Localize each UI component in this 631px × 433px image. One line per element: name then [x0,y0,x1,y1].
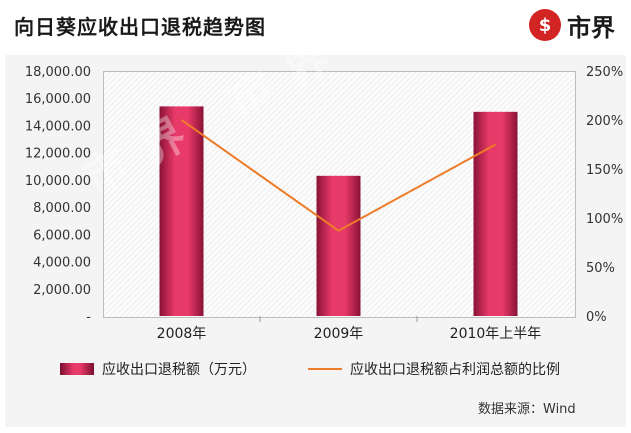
bar [473,111,518,316]
y-left-tick-label: 10,000.00 [25,174,91,189]
y-left-tick-label: 4,000.00 [33,256,91,271]
page-title: 向日葵应收出口退税趋势图 [14,15,266,39]
y-right-tick-label: 250% [586,65,623,80]
legend-item-bar: 应收出口退税额（万元） [60,359,256,379]
y-left-tick-label: 8,000.00 [33,201,91,216]
legend-item-line: 应收出口退税额占利润总额的比例 [308,359,560,379]
y-left-tick-label: 12,000.00 [25,147,91,162]
brand-dollar-icon: $ [529,9,561,41]
y-right-tick-label: 150% [586,163,623,178]
bar [159,106,204,316]
y-right-tick-label: 50% [586,261,615,276]
y-left-tick-label: 2,000.00 [33,283,91,298]
legend-bar-swatch [60,363,94,375]
legend-line-swatch [308,368,342,370]
y-right-tick-label: 100% [586,212,623,227]
y-left-tick-label: - [86,310,91,325]
y-left-tick-label: 14,000.00 [25,119,91,134]
brand-name: 市界 [567,13,615,42]
chart-legend: 应收出口退税额（万元） 应收出口退税额占利润总额的比例 [60,358,620,380]
x-category-label: 2008年 [157,326,207,342]
y-left-tick-label: 16,000.00 [25,92,91,107]
x-category-label: 2010年上半年 [450,326,542,342]
header-bar: 向日葵应收出口退税趋势图 $ 市界 [0,0,631,50]
legend-bar-label: 应收出口退税额（万元） [102,362,256,378]
y-right-tick-label: 0% [586,310,607,325]
source-note: 数据来源：Wind [478,402,576,417]
brand-logo: $ 市界 [529,8,615,42]
bar [316,175,361,316]
y-right-tick-label: 200% [586,114,623,129]
legend-line-label: 应收出口退税额占利润总额的比例 [350,362,560,378]
y-left-tick-label: 6,000.00 [33,228,91,243]
x-category-label: 2009年 [314,326,364,342]
y-left-tick-label: 18,000.00 [25,65,91,80]
